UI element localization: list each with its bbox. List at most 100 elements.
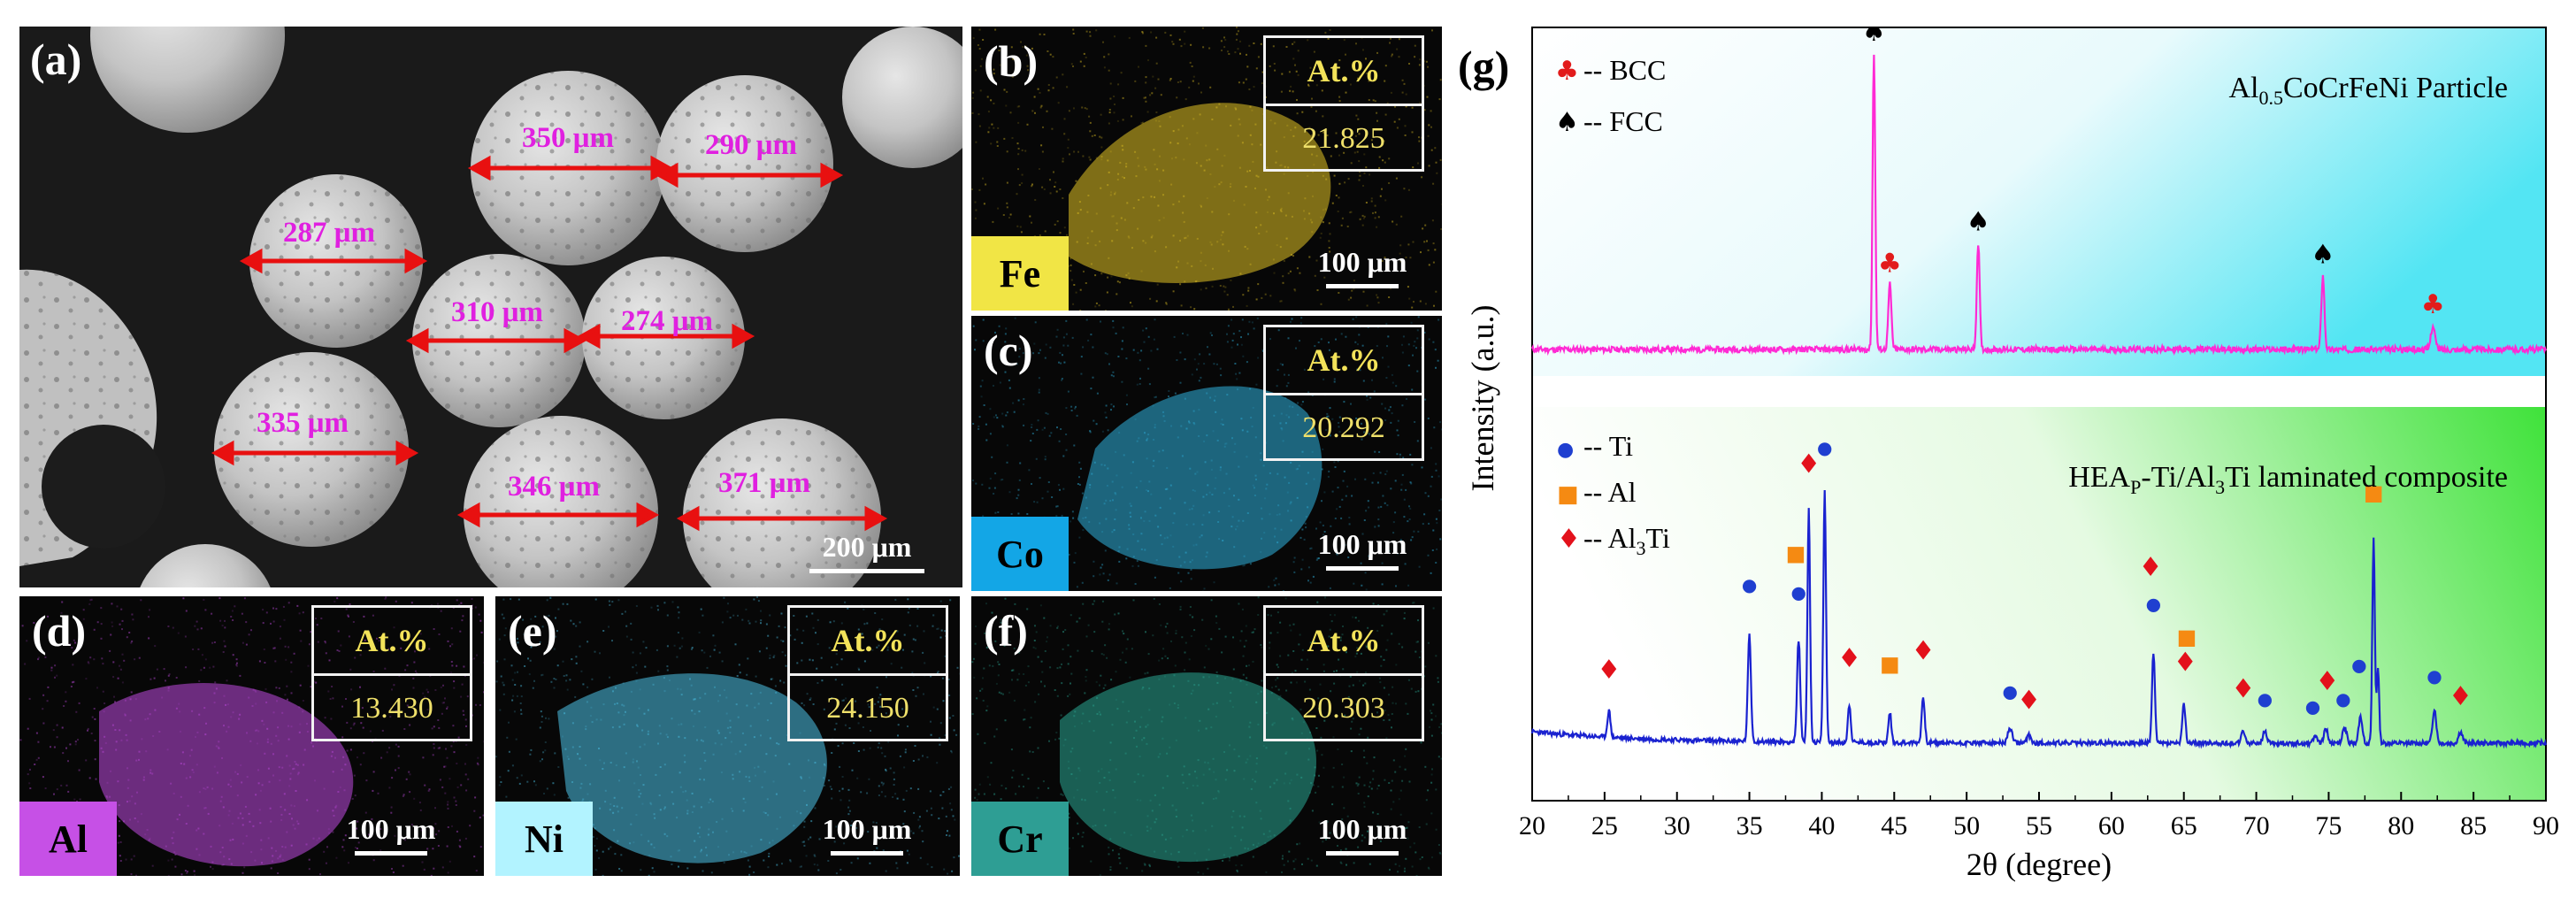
scale-bar-line bbox=[831, 851, 903, 856]
eds-panel-fe: (b) At.%21.825 Fe 100 μm bbox=[971, 27, 1442, 311]
scale-bar-line bbox=[809, 569, 924, 573]
atomic-percent-box: At.%20.303 bbox=[1263, 605, 1424, 741]
atomic-percent-header: At.% bbox=[1266, 608, 1422, 676]
atomic-percent-header: At.% bbox=[1266, 38, 1422, 106]
xrd-chart-panel: (g)♠♣♠♠♣♦●●■♦●♦■♦●♦●♦■♦♦●●♦●●■●♦♣-- BCC♠… bbox=[1451, 27, 2576, 894]
scale-bar-label: 100 μm bbox=[1318, 528, 1407, 560]
al3ti-peak-marker: ♦ bbox=[2449, 681, 2472, 712]
scale-bar: 100 μm bbox=[805, 813, 929, 856]
al-legend-symbol: ■ bbox=[1557, 481, 1579, 508]
sem-panel-a: (a) 350 μm 290 μm 287 μm 310 μm 274 μm 3… bbox=[19, 27, 962, 587]
panel-label: (e) bbox=[508, 609, 557, 653]
measurement-label: 335 μm bbox=[257, 407, 349, 440]
atomic-percent-box: At.%21.825 bbox=[1263, 35, 1424, 172]
x-tick-label: 55 bbox=[2026, 811, 2052, 840]
ti-legend-symbol: ● bbox=[1557, 439, 1574, 461]
legend-label: -- Ti bbox=[1583, 430, 1633, 462]
x-tick-label: 70 bbox=[2243, 811, 2270, 840]
measurement-label: 290 μm bbox=[705, 129, 797, 162]
x-tick-label: 50 bbox=[1953, 811, 1980, 840]
al3ti-peak-marker: ♦ bbox=[2139, 552, 2163, 583]
al3ti-peak-marker: ♦ bbox=[2231, 673, 2255, 704]
scale-bar: 100 μm bbox=[1300, 813, 1424, 856]
panel-label: (b) bbox=[984, 39, 1038, 83]
atomic-percent-value: 20.303 bbox=[1266, 676, 1422, 741]
scale-bar: 100 μm bbox=[1300, 246, 1424, 288]
x-tick-label: 30 bbox=[1664, 811, 1690, 840]
legend-label: -- Al3Ti bbox=[1583, 522, 1670, 559]
panel-label-a: (a) bbox=[30, 37, 81, 81]
scale-bar-label: 100 μm bbox=[347, 813, 436, 845]
eds-panel-co: (c) At.%20.292 Co 100 μm bbox=[971, 316, 1442, 591]
ti-peak-marker: ● bbox=[2426, 665, 2442, 687]
atomic-percent-value: 24.150 bbox=[790, 676, 946, 741]
x-tick-label: 60 bbox=[2098, 811, 2125, 840]
bcc-legend-symbol: ♣ bbox=[1555, 56, 1579, 87]
scale-bar-a: 200 μm bbox=[796, 531, 938, 573]
al3ti-peak-marker: ♦ bbox=[2174, 647, 2197, 678]
x-tick-label: 20 bbox=[1519, 811, 1545, 840]
y-axis-label: Intensity (a.u.) bbox=[1465, 305, 1500, 492]
x-tick-label: 40 bbox=[1808, 811, 1835, 840]
scale-bar-label: 200 μm bbox=[823, 531, 912, 563]
ti-peak-marker: ● bbox=[1817, 437, 1832, 458]
fcc-peak-marker: ♠ bbox=[2311, 239, 2334, 270]
atomic-percent-header: At.% bbox=[1266, 327, 1422, 395]
ti-peak-marker: ● bbox=[2003, 680, 2018, 702]
panel-label: (f) bbox=[984, 609, 1028, 653]
panel-label-g: (g) bbox=[1458, 42, 1509, 91]
measurement-label: 287 μm bbox=[283, 217, 375, 249]
x-axis-label: 2θ (degree) bbox=[1966, 847, 2112, 882]
atomic-percent-value: 21.825 bbox=[1266, 106, 1422, 172]
legend-label: -- Al bbox=[1583, 476, 1637, 508]
x-tick-label: 65 bbox=[2171, 811, 2197, 840]
element-symbol-box: Co bbox=[971, 517, 1069, 591]
ti-peak-marker: ● bbox=[2258, 688, 2273, 710]
scale-bar: 100 μm bbox=[329, 813, 453, 856]
panel-label: (d) bbox=[32, 609, 86, 653]
scale-bar-line bbox=[1326, 284, 1399, 288]
scale-bar-label: 100 μm bbox=[1318, 813, 1407, 845]
ti-peak-marker: ● bbox=[2351, 654, 2366, 675]
bcc-peak-marker: ♣ bbox=[2421, 289, 2445, 320]
atomic-percent-value: 20.292 bbox=[1266, 395, 1422, 461]
measurement-label: 310 μm bbox=[451, 296, 543, 329]
al3ti-peak-marker: ♦ bbox=[1912, 635, 1936, 666]
al-peak-marker: ■ bbox=[1880, 651, 1900, 676]
element-symbol-box: Al bbox=[19, 802, 117, 876]
scale-bar: 100 μm bbox=[1300, 528, 1424, 571]
xrd-chart: (g)♠♣♠♠♣♦●●■♦●♦■♦●♦●♦■♦♦●●♦●●■●♦♣-- BCC♠… bbox=[1451, 27, 2576, 894]
legend-label: -- FCC bbox=[1583, 105, 1663, 137]
x-tick-label: 80 bbox=[2388, 811, 2414, 840]
atomic-percent-box: At.%24.150 bbox=[787, 605, 948, 741]
fcc-peak-marker: ♠ bbox=[1966, 206, 1990, 237]
bcc-peak-marker: ♣ bbox=[1878, 248, 1902, 279]
measurement-label: 371 μm bbox=[718, 467, 810, 500]
x-tick-label: 90 bbox=[2533, 811, 2559, 840]
ti-peak-marker: ● bbox=[2335, 688, 2350, 710]
atomic-percent-box: At.%13.430 bbox=[311, 605, 472, 741]
ti-peak-marker: ● bbox=[2146, 594, 2161, 615]
ti-peak-marker: ● bbox=[1791, 582, 1806, 603]
al3ti-peak-marker: ♦ bbox=[2017, 685, 2041, 716]
x-tick-label: 25 bbox=[1591, 811, 1618, 840]
ti-peak-marker: ● bbox=[1742, 574, 1757, 595]
scale-bar-label: 100 μm bbox=[1318, 246, 1407, 278]
measurement-label: 274 μm bbox=[621, 305, 713, 338]
panel-label: (c) bbox=[984, 328, 1033, 372]
element-symbol-box: Fe bbox=[971, 236, 1069, 311]
eds-panel-al: (d) At.%13.430 Al 100 μm bbox=[19, 596, 484, 876]
x-tick-label: 35 bbox=[1736, 811, 1763, 840]
scale-bar-line bbox=[1326, 851, 1399, 856]
x-tick-label: 45 bbox=[1881, 811, 1907, 840]
atomic-percent-box: At.%20.292 bbox=[1263, 325, 1424, 461]
measurement-label: 346 μm bbox=[508, 471, 600, 503]
al3ti-legend-symbol: ♦ bbox=[1557, 524, 1581, 555]
fcc-peak-marker: ♠ bbox=[1862, 27, 1886, 48]
atomic-percent-header: At.% bbox=[790, 608, 946, 676]
al-peak-marker: ■ bbox=[1786, 541, 1806, 566]
scale-bar-line bbox=[1326, 566, 1399, 571]
fcc-legend-symbol: ♠ bbox=[1555, 107, 1579, 138]
legend-label: -- BCC bbox=[1583, 54, 1666, 86]
